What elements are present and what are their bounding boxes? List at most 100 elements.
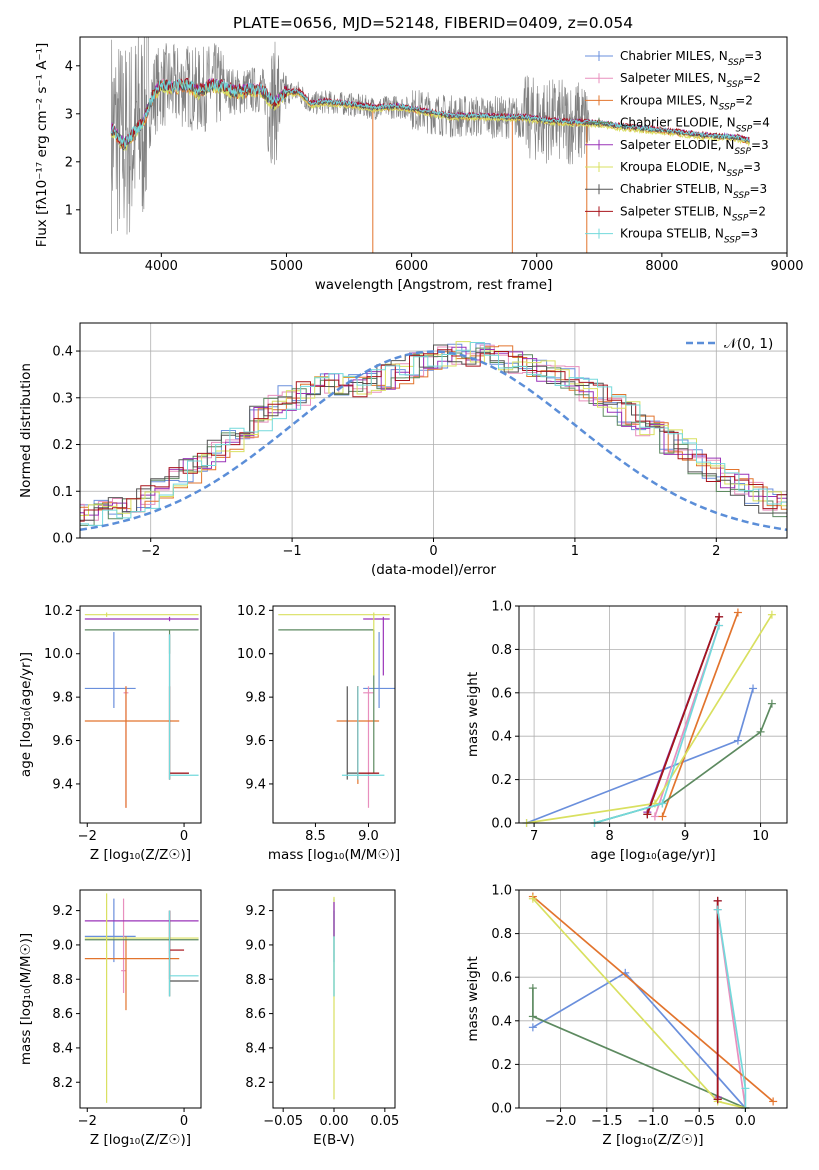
y-tick-label: 0.8 [491, 643, 512, 658]
weight-line-kroupa-miles [532, 895, 774, 1103]
residual-histogram-chabrier-stelib [80, 344, 787, 521]
plot-area [278, 612, 395, 808]
y-tick-label: 8.2 [245, 1076, 266, 1091]
x-tick-label: −2 [78, 1114, 97, 1129]
legend-label-sub: SSP [732, 213, 749, 223]
x-tick-label: 7000 [520, 259, 553, 274]
y-tick-label: 8.4 [245, 1041, 266, 1056]
x-tick-label: 6000 [395, 259, 428, 274]
y-tick-label: 4 [65, 59, 73, 74]
residual-histogram-kroupa-elodie [80, 341, 787, 516]
y-tick-label: 10.0 [44, 647, 73, 662]
x-axis-label: age [log₁₀(age/yr)] [590, 847, 715, 863]
y-tick-label: 0.4 [491, 730, 512, 745]
x-tick-label: −1 [283, 544, 302, 559]
x-tick-label: −1.0 [637, 1114, 669, 1129]
x-tick-label: −0.5 [683, 1114, 715, 1129]
weight-line-kroupa-elodie [532, 898, 746, 1109]
residual-histogram-salpeter-elodie [80, 346, 787, 516]
legend-label-sub: SSP [719, 102, 736, 112]
y-tick-label: 9.0 [245, 938, 266, 953]
panel-residuals: −2 −1 0 1 2 0.0 0.1 0.2 0.3 0.4 (data-model)/error… [18, 322, 788, 578]
panel-age-vs-mass: 8.5 9.0 9.4 9.6 9.8 10.0 10.2 mass [log₁₀(M/M☉)… [237, 604, 400, 863]
weight-line-kroupa-miles [661, 612, 739, 817]
legend-label-count: =3 [740, 227, 758, 241]
panel-mass-vs-ebv: −0.05 0.00 0.05 8.2 8.4 8.6 8.8 9.0 9.2 E(B-V) [245, 889, 399, 1148]
x-axis-label: Z [log₁₀(Z/Z☉)] [90, 1132, 191, 1148]
legend-label: Chabrier STELIB, NSSP=3 [620, 182, 767, 201]
panel-spectrum: 4000 5000 6000 7000 8000 9000 1 2 3 4 wavelength [… [34, 36, 804, 293]
axes-frame [272, 605, 396, 824]
residual-histogram-salpeter-miles [80, 344, 787, 521]
panel-age-vs-z: −2 0 9.4 9.6 9.8 10.0 10.2 Z [log₁₀(Z/Z☉)] age [… [18, 604, 202, 863]
y-tick-label: 0.6 [491, 686, 512, 701]
legend-label: Kroupa STELIB, NSSP=3 [620, 227, 758, 246]
y-tick-label: 9.6 [52, 734, 73, 749]
x-tick-label: 7 [530, 829, 538, 844]
y-tick-label: 3 [65, 107, 73, 122]
y-tick-label: 10.2 [237, 604, 266, 619]
y-axis-label: mass [log₁₀(M/M☉)] [18, 933, 34, 1065]
y-tick-label: 0.2 [491, 1058, 512, 1073]
x-tick-label: 8000 [645, 259, 678, 274]
legend-label-count: =3 [744, 49, 762, 63]
x-tick-label: 0.0 [735, 1114, 756, 1129]
x-tick-label: 0.00 [320, 1114, 349, 1129]
x-tick-label: 1 [571, 544, 579, 559]
y-axis-label: mass weight [465, 956, 481, 1041]
y-tick-label: 9.8 [245, 691, 266, 706]
y-tick-label: 0.4 [52, 345, 73, 360]
y-tick-label: 1.0 [491, 600, 512, 615]
x-axis-label: Z [log₁₀(Z/Z☉)] [602, 1132, 703, 1148]
x-tick-label: 0 [180, 1114, 188, 1129]
model-spectrum-kroupa-stelib [110, 79, 750, 149]
y-tick-label: 0.0 [52, 532, 73, 547]
x-tick-label: −2 [78, 829, 97, 844]
legend-label-normal: 𝒩(0, 1) [724, 336, 773, 352]
x-axis-label: Z [log₁₀(Z/Z☉)] [90, 847, 191, 863]
x-tick-label: 10 [752, 829, 769, 844]
legend-label-sub: SSP [728, 58, 745, 68]
weight-line-chabrier-miles [526, 688, 754, 824]
y-tick-label: 0.2 [52, 438, 73, 453]
x-tick-label: 8.5 [305, 829, 326, 844]
x-tick-label: −0.05 [263, 1114, 303, 1129]
x-tick-label: −2 [141, 544, 160, 559]
x-tick-label: 2 [712, 544, 720, 559]
residual-histogram-kroupa-stelib [80, 342, 787, 526]
y-tick-label: 8.8 [245, 973, 266, 988]
observed-spectrum [111, 37, 590, 235]
legend-label-sub: SSP [736, 125, 753, 135]
legend-label-count: =3 [751, 138, 769, 152]
legend-label: Kroupa MILES, NSSP=2 [620, 93, 753, 112]
y-tick-label: 0.0 [491, 817, 512, 832]
x-axis-label: E(B-V) [313, 1132, 355, 1148]
x-tick-label: 5000 [270, 259, 303, 274]
legend-label: Kroupa ELODIE, NSSP=3 [620, 160, 761, 179]
x-tick-label: 0.05 [370, 1114, 399, 1129]
legend-label: Salpeter MILES, NSSP=2 [620, 71, 761, 90]
figure-title: PLATE=0656, MJD=52148, FIBERID=0409, z=0… [233, 14, 633, 32]
x-tick-label: 4000 [145, 259, 178, 274]
legend-label-count: =3 [750, 182, 768, 196]
y-tick-label: 0.4 [491, 1014, 512, 1029]
y-tick-label: 8.6 [52, 1007, 73, 1022]
normal-reference-curve [80, 350, 787, 532]
y-tick-label: 8.8 [52, 973, 73, 988]
y-tick-label: 9.4 [245, 777, 266, 792]
y-axis-label: mass weight [465, 672, 481, 757]
legend-label-count: =2 [743, 71, 761, 85]
legend-label-count: =3 [743, 160, 761, 174]
axes-frame [518, 605, 788, 824]
legend-label-sub: SSP [724, 236, 741, 246]
y-tick-label: 10.0 [237, 647, 266, 662]
y-tick-label: 0.6 [491, 971, 512, 986]
plot-area [110, 37, 750, 253]
x-axis-label: wavelength [Angstrom, rest frame] [315, 277, 553, 293]
spectrum-legend: Chabrier MILES, NSSP=3 Salpeter MILES, NS… [585, 49, 770, 246]
weight-line-kroupa-stelib [594, 625, 720, 824]
y-tick-label: 0.8 [491, 927, 512, 942]
x-tick-label: −2.0 [545, 1114, 577, 1129]
x-axis-label: (data-model)/error [371, 562, 497, 578]
